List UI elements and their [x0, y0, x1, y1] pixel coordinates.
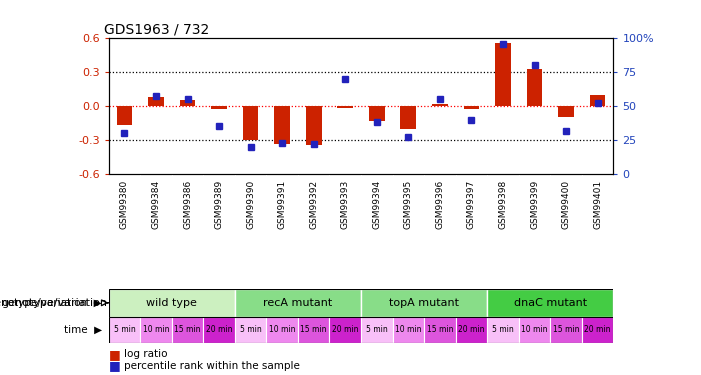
Bar	[243, 106, 259, 140]
Text: 20 min: 20 min	[332, 326, 358, 334]
Bar	[337, 106, 353, 108]
Bar	[274, 106, 290, 144]
Bar	[558, 106, 574, 117]
Text: GSM99380: GSM99380	[120, 180, 129, 230]
Text: GSM99396: GSM99396	[435, 180, 444, 230]
Text: 5 min: 5 min	[240, 326, 261, 334]
Text: time  ▶: time ▶	[64, 325, 102, 335]
Bar	[148, 97, 164, 106]
Text: GSM99395: GSM99395	[404, 180, 413, 230]
Text: 10 min: 10 min	[143, 326, 169, 334]
Bar	[298, 317, 329, 343]
Text: 10 min: 10 min	[269, 326, 295, 334]
Text: GSM99399: GSM99399	[530, 180, 539, 230]
Text: 20 min: 20 min	[206, 326, 232, 334]
Bar	[361, 317, 393, 343]
Text: ■: ■	[109, 348, 121, 361]
Bar	[487, 289, 613, 317]
Bar	[393, 317, 424, 343]
Text: 5 min: 5 min	[492, 326, 514, 334]
Text: 15 min: 15 min	[301, 326, 327, 334]
Text: percentile rank within the sample: percentile rank within the sample	[124, 361, 300, 370]
Text: GSM99397: GSM99397	[467, 180, 476, 230]
Bar	[203, 317, 235, 343]
Text: recA mutant: recA mutant	[264, 298, 332, 308]
Bar	[550, 317, 582, 343]
Text: 5 min: 5 min	[366, 326, 388, 334]
Text: GSM99390: GSM99390	[246, 180, 255, 230]
Bar	[487, 317, 519, 343]
Text: genotype/variation  ▶: genotype/variation ▶	[0, 298, 102, 308]
Text: GSM99384: GSM99384	[151, 180, 161, 229]
Bar	[306, 106, 322, 145]
Text: ■: ■	[109, 359, 121, 372]
Text: GSM99401: GSM99401	[593, 180, 602, 229]
Text: GSM99400: GSM99400	[562, 180, 571, 229]
Text: topA mutant: topA mutant	[389, 298, 459, 308]
Bar	[400, 106, 416, 129]
Text: dnaC mutant: dnaC mutant	[514, 298, 587, 308]
Bar	[463, 106, 479, 109]
Text: 5 min: 5 min	[114, 326, 135, 334]
Bar	[526, 69, 543, 106]
Bar	[179, 100, 196, 106]
Bar	[235, 289, 361, 317]
Bar	[495, 43, 511, 106]
Bar	[590, 94, 606, 106]
Text: GSM99393: GSM99393	[341, 180, 350, 230]
Bar	[140, 317, 172, 343]
Bar	[519, 317, 550, 343]
Bar	[582, 317, 613, 343]
Text: 10 min: 10 min	[522, 326, 547, 334]
Bar	[266, 317, 298, 343]
Bar	[211, 106, 227, 109]
Bar	[456, 317, 487, 343]
Text: 15 min: 15 min	[427, 326, 453, 334]
Text: GSM99391: GSM99391	[278, 180, 287, 230]
Text: 15 min: 15 min	[175, 326, 200, 334]
Bar	[424, 317, 456, 343]
Text: GSM99392: GSM99392	[309, 180, 318, 229]
Text: wild type: wild type	[147, 298, 197, 308]
Bar	[116, 106, 132, 125]
Text: 15 min: 15 min	[553, 326, 579, 334]
Text: GSM99394: GSM99394	[372, 180, 381, 229]
Bar	[109, 317, 140, 343]
Text: 10 min: 10 min	[395, 326, 421, 334]
Bar	[369, 106, 385, 121]
Text: log ratio: log ratio	[124, 350, 168, 359]
Text: GDS1963 / 732: GDS1963 / 732	[104, 22, 209, 36]
Bar	[432, 104, 448, 106]
Text: 20 min: 20 min	[585, 326, 611, 334]
Bar	[172, 317, 203, 343]
Text: 20 min: 20 min	[458, 326, 484, 334]
Bar	[329, 317, 361, 343]
Text: GSM99386: GSM99386	[183, 180, 192, 230]
Text: GSM99389: GSM99389	[215, 180, 224, 230]
Bar	[361, 289, 487, 317]
Bar	[109, 289, 235, 317]
Text: genotype/variation: genotype/variation	[1, 298, 107, 308]
Bar	[235, 317, 266, 343]
Text: GSM99398: GSM99398	[498, 180, 508, 230]
